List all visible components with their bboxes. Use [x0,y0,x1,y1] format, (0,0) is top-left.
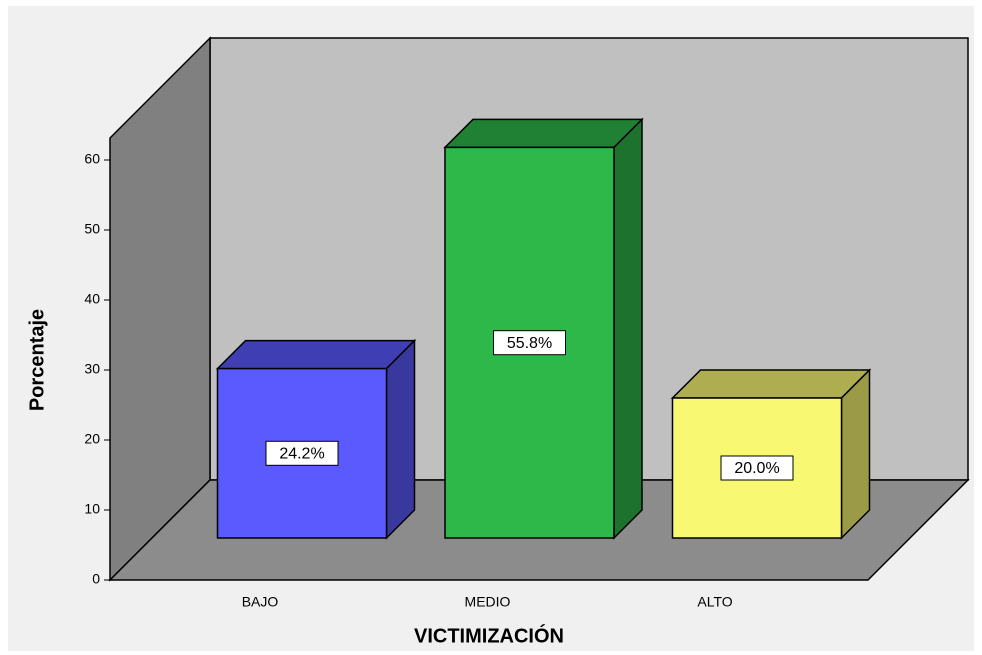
y-tick-label: 30 [84,361,100,377]
x-tick-label: BAJO [242,594,279,610]
value-label-box [720,455,794,481]
bar-side [613,117,643,540]
y-tick-label: 50 [84,221,100,237]
x-axis-label: VICTIMIZACIÓN [414,623,564,647]
y-tick-label: 60 [84,151,100,167]
bar-top [670,369,872,399]
x-tick-label: ALTO [697,594,732,610]
y-tick-label: 10 [84,501,100,517]
bar-top [443,118,644,149]
y-tick-label: 40 [84,291,100,307]
value-label: 24.2% [279,446,324,463]
value-label: 55.8% [507,335,552,352]
value-label-box [265,440,339,466]
value-label: 20.0% [734,460,779,477]
bar-top [215,339,417,370]
x-tick-label: MEDIO [465,594,511,610]
bar-side [385,338,416,540]
y-tick-label: 20 [84,431,100,447]
bar-side [840,368,871,540]
y-axis-label: Porcentaje [26,309,48,411]
value-label-box [493,330,566,356]
y-tick-label: 0 [92,571,100,587]
